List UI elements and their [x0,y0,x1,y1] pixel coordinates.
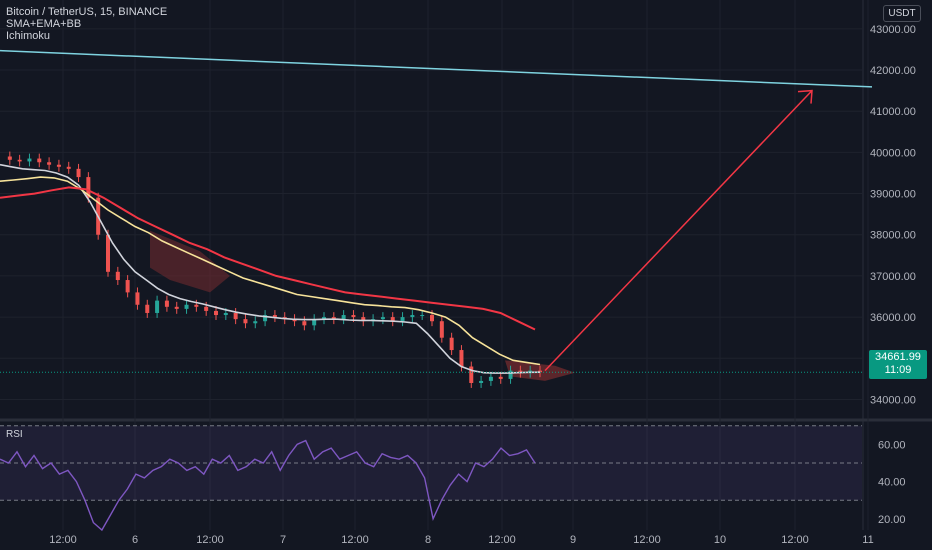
candle-body [449,337,454,351]
candle-body [488,376,493,381]
candle-body [233,312,238,320]
rsi-line [0,439,536,532]
candle-body [479,380,484,383]
current-price-value: 34661.99 [875,351,921,363]
candle-body [7,156,12,160]
projection-arrow-head [797,89,813,104]
candle-body [420,315,425,317]
candle-body [135,292,140,305]
candle-body [331,317,336,320]
candle-body [263,315,268,322]
ichimoku-cloud [150,230,230,293]
candle-body [459,350,464,367]
candle-body [27,158,32,162]
candle-body [106,234,110,272]
candle-body [164,300,169,307]
candle-body [430,315,434,322]
currency-unit-badge[interactable]: USDT [883,5,921,22]
rsi-tick-label: 40.00 [878,477,906,489]
x-tick-label: 7 [280,534,286,546]
candle-body [292,319,297,322]
y-tick-label: 42000.00 [870,65,916,77]
x-tick-label: 9 [570,534,576,546]
candle-body [312,319,317,326]
candle-body [253,321,258,324]
series-line-sma [0,163,541,374]
candle-body [76,168,81,178]
series-line-ema [0,176,541,366]
candle-body [302,321,307,326]
series-line-ema-200 [0,186,536,331]
candle-body [86,177,91,198]
candle-body [47,162,52,165]
rsi-label: RSI [6,429,23,440]
y-tick-label: 39000.00 [870,189,916,201]
candle-countdown: 11:09 [884,364,912,376]
candle-body [361,317,366,322]
x-tick-label: 12:00 [781,534,809,546]
chart-legend: Bitcoin / TetherUS, 15, BINANCE SMA+EMA+… [6,6,167,42]
candle-body [66,166,71,169]
candle-body [56,164,61,167]
candle-body [518,370,523,373]
y-tick-label: 41000.00 [870,106,916,118]
candle-body [204,306,209,311]
candle-body [439,321,444,338]
y-tick-label: 40000.00 [870,147,916,159]
x-tick-label: 11 [862,534,873,546]
candle-body [341,315,346,320]
candle-body [469,366,474,383]
candle-body [17,159,22,162]
projection-arrow [544,90,813,372]
candle-body [538,370,542,373]
symbol-title[interactable]: Bitcoin / TetherUS, 15, BINANCE [6,6,168,18]
candle-body [155,300,160,313]
x-tick-label: 6 [132,534,138,546]
x-tick-label: 10 [714,534,726,546]
x-tick-label: 12:00 [49,534,77,546]
candle-body [380,317,385,320]
candle-body [184,304,189,309]
y-tick-label: 43000.00 [870,24,916,36]
candle-body [174,306,179,309]
x-tick-label: 12:00 [633,534,661,546]
candle-body [400,317,405,322]
candle-body [498,376,503,379]
x-tick-label: 12:00 [341,534,369,546]
y-tick-label: 38000.00 [870,230,916,242]
rsi-tick-label: 20.00 [878,514,906,526]
indicator-sma-ema-bb[interactable]: SMA+EMA+BB [6,18,82,30]
candle-body [410,315,415,318]
y-tick-label: 34000.00 [870,394,916,406]
candle-body [272,315,277,318]
candle-body [125,280,130,293]
x-tick-label: 8 [425,534,431,546]
candle-body [214,310,218,316]
candle-body [351,315,356,318]
candle-body [322,317,326,320]
y-tick-label: 36000.00 [870,312,916,324]
x-tick-label: 12:00 [196,534,224,546]
candle-body [37,158,42,163]
candle-body [508,370,513,379]
current-price-tag: 34661.99 11:09 [869,350,927,379]
candle-body [243,319,248,324]
resistance-trendline [0,49,873,88]
candle-body [194,304,199,307]
candle-body [390,317,395,322]
candle-body [223,312,228,316]
rsi-tick-label: 60.00 [878,439,906,451]
candle-body [145,304,150,313]
indicator-ichimoku[interactable]: Ichimoku [6,30,51,42]
x-tick-label: 12:00 [488,534,516,546]
y-tick-label: 37000.00 [870,271,916,283]
candle-body [115,271,120,281]
